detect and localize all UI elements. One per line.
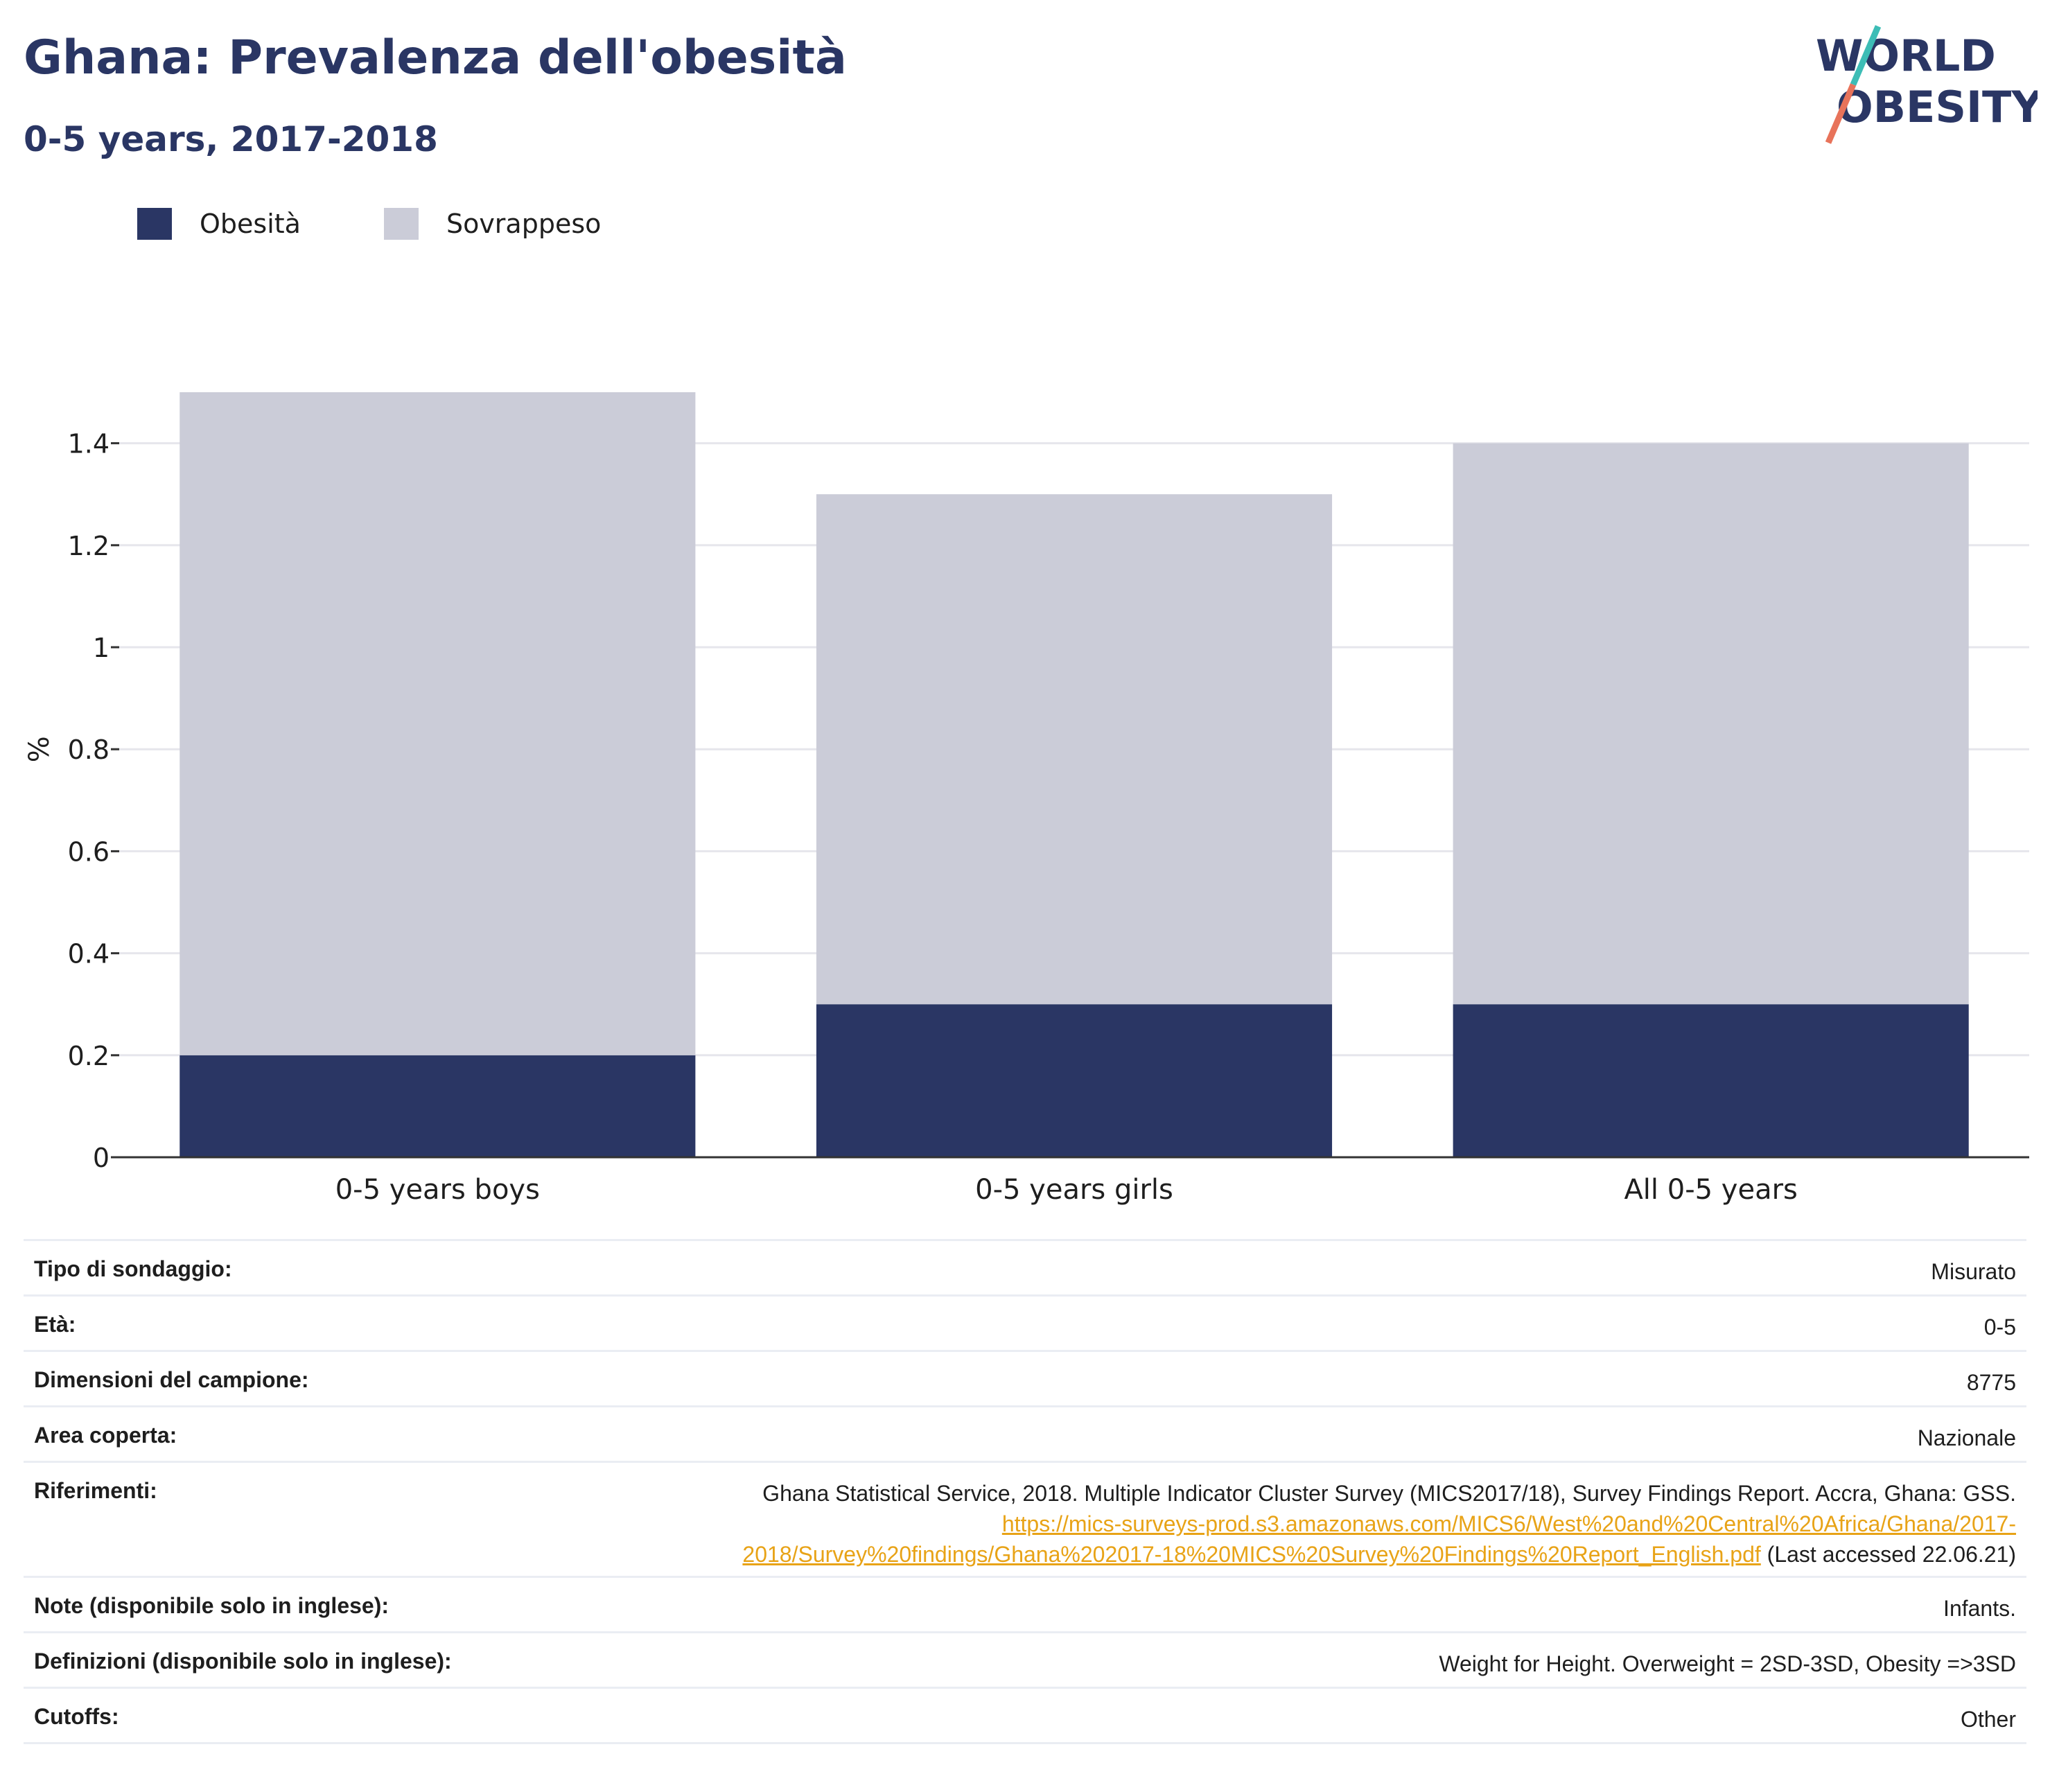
- y-tick-label: 0.4: [68, 939, 109, 969]
- info-key: Definizioni (disponibile solo in inglese…: [24, 1631, 599, 1688]
- info-key: Cutoffs:: [24, 1687, 599, 1744]
- legend-item-obesita[interactable]: Obesità: [137, 208, 301, 240]
- logo-line2: OBESITY: [1837, 82, 2038, 132]
- logo-slash-coral: [1825, 83, 1857, 144]
- y-tick-label: 0.2: [68, 1041, 109, 1071]
- info-row-definizioni: Definizioni (disponibile solo in inglese…: [24, 1631, 2026, 1688]
- bar-obesita-2[interactable]: [1453, 1004, 1969, 1157]
- info-row-riferimenti: Riferimenti: Ghana Statistical Service, …: [24, 1461, 2026, 1577]
- y-tick-label: 0: [93, 1143, 109, 1173]
- info-value: 0-5: [599, 1294, 2026, 1351]
- legend-swatch-sovrappeso: [383, 208, 419, 240]
- info-value: Weight for Height. Overweight = 2SD-3SD,…: [599, 1631, 2026, 1688]
- y-tick-label: 0.6: [68, 836, 109, 867]
- info-value: Misurato: [599, 1239, 2026, 1296]
- logo-line1: WORLD: [1816, 30, 1996, 81]
- reference-link-line2[interactable]: 2018/Survey%20findings/Ghana%202017-18%2…: [742, 1542, 1761, 1567]
- x-axis-labels: 0-5 years boys 0-5 years girls All 0-5 yea…: [335, 1174, 1798, 1206]
- info-key: Note (disponibile solo in inglese):: [24, 1576, 599, 1633]
- reference-link-line1[interactable]: https://mics-surveys-prod.s3.amazonaws.c…: [1001, 1511, 2016, 1536]
- info-key: Età:: [24, 1294, 599, 1351]
- stacked-bar-chart: 00.20.40.60.811.21.4 0-5 years boys 0-5 y…: [24, 392, 2029, 1206]
- logo-slash-teal: [1850, 25, 1882, 86]
- y-tick-label: 1: [93, 633, 109, 663]
- survey-info-table: Tipo di sondaggio: Misurato Età: 0-5 Dim…: [24, 1239, 2026, 1744]
- bar-obesita-1[interactable]: [816, 1004, 1333, 1157]
- info-row-tipo: Tipo di sondaggio: Misurato: [24, 1239, 2026, 1296]
- bar-sovrappeso-0[interactable]: [179, 392, 696, 1055]
- y-tick-label: 1.2: [68, 531, 109, 561]
- info-key: Area coperta:: [24, 1405, 599, 1462]
- y-tick-label: 0.8: [68, 735, 109, 765]
- y-axis-label: %: [24, 736, 55, 762]
- info-row-note: Note (disponibile solo in inglese): Infa…: [24, 1576, 2026, 1633]
- page-title: Ghana: Prevalenza dell'obesità: [24, 30, 847, 85]
- info-row-eta: Età: 0-5: [24, 1294, 2026, 1351]
- x-tick-label: 0-5 years boys: [335, 1174, 540, 1206]
- info-row-area: Area coperta: Nazionale: [24, 1405, 2026, 1462]
- info-key: Tipo di sondaggio:: [24, 1239, 599, 1296]
- info-value: Other: [599, 1687, 2026, 1744]
- bar-sovrappeso-2[interactable]: [1453, 443, 1969, 1005]
- bar-obesita-0[interactable]: [179, 1055, 696, 1157]
- legend-label-sovrappeso: Sovrappeso: [446, 209, 602, 239]
- page-subtitle: 0-5 years, 2017-2018: [24, 119, 438, 159]
- x-tick-label: 0-5 years girls: [975, 1174, 1173, 1206]
- bars: [179, 392, 1969, 1157]
- legend-swatch-obesita: [137, 208, 172, 240]
- bar-sovrappeso-1[interactable]: [816, 494, 1333, 1005]
- y-tick-label: 1.4: [68, 429, 109, 459]
- info-value: Nazionale: [599, 1405, 2026, 1462]
- legend-item-sovrappeso[interactable]: Sovrappeso: [383, 208, 602, 240]
- chart-legend: Obesità Sovrappeso: [137, 208, 684, 240]
- info-value-references: Ghana Statistical Service, 2018. Multipl…: [599, 1461, 2026, 1577]
- info-row-cutoffs: Cutoffs: Other: [24, 1687, 2026, 1744]
- reference-accessed: (Last accessed 22.06.21): [1767, 1542, 2016, 1567]
- y-axis-ticks: 0 0.2 0.4 0.6 0.8 1 1.2 1.4: [68, 429, 119, 1173]
- info-key: Dimensioni del campione:: [24, 1350, 599, 1407]
- world-obesity-logo: WORLD OBESITY: [1816, 25, 2038, 144]
- legend-label-obesita: Obesità: [200, 209, 301, 239]
- info-key: Riferimenti:: [24, 1461, 599, 1577]
- x-tick-label: All 0-5 years: [1624, 1174, 1797, 1206]
- reference-text: Ghana Statistical Service, 2018. Multipl…: [762, 1481, 2016, 1506]
- info-row-campione: Dimensioni del campione: 8775: [24, 1350, 2026, 1407]
- info-value: 8775: [599, 1350, 2026, 1407]
- info-value: Infants.: [599, 1576, 2026, 1633]
